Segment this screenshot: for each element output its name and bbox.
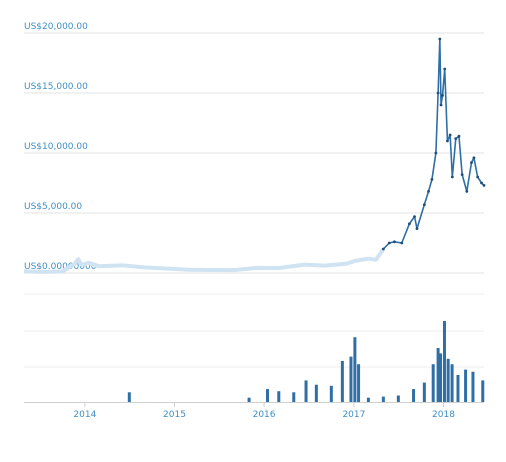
x-tick-label: 2015 — [163, 410, 186, 420]
y-tick-label: US$10,000.00 — [24, 142, 88, 152]
volume-bar — [450, 364, 454, 402]
volume-bar — [446, 358, 450, 402]
volume-bar — [439, 353, 443, 402]
volume-bar — [456, 375, 460, 402]
volume-bar — [314, 384, 318, 402]
volume-bar — [304, 380, 308, 402]
price-point — [422, 203, 426, 207]
volume-bar — [481, 380, 485, 402]
price-line — [382, 38, 485, 250]
volume-bar — [247, 397, 251, 402]
volume-bar — [340, 360, 344, 402]
x-tick-label: 2014 — [73, 410, 96, 420]
volume-bar — [277, 391, 281, 402]
price-point — [438, 37, 442, 41]
price-point — [415, 227, 419, 231]
volume-bar — [127, 392, 131, 402]
volume-series — [127, 321, 485, 402]
price-point — [446, 139, 449, 143]
price-point — [381, 247, 385, 251]
price-point — [465, 190, 469, 193]
price-point — [480, 181, 483, 185]
volume-bar — [381, 396, 385, 402]
y-tick-label: US$20,000.00 — [24, 22, 88, 32]
price-point — [407, 222, 411, 226]
price-point — [400, 241, 404, 245]
price-point — [472, 156, 476, 160]
price-point — [448, 133, 452, 137]
price-point — [439, 103, 443, 107]
volume-bar — [353, 337, 357, 402]
price-point — [387, 241, 391, 245]
price-point — [430, 178, 434, 181]
volume-bar — [431, 364, 435, 402]
price-point — [470, 161, 473, 165]
price-point — [434, 151, 438, 155]
volume-bar — [357, 364, 361, 402]
price-point — [441, 94, 444, 97]
x-tick-label: 2018 — [432, 410, 455, 420]
price-point — [427, 190, 430, 193]
price-point — [454, 137, 458, 141]
volume-bar — [266, 389, 270, 402]
volume-bar — [436, 348, 440, 402]
price-point — [393, 240, 396, 244]
volume-bar — [366, 397, 370, 402]
price-point — [413, 215, 416, 219]
volume-gridlines — [24, 293, 484, 368]
y-tick-label: US$0.00000000 — [24, 262, 97, 272]
x-tick-label: 2017 — [342, 410, 365, 420]
price-series — [23, 37, 486, 274]
price-gridlines — [24, 32, 484, 274]
volume-bar — [471, 371, 475, 402]
price-y-axis-labels: US$0.00000000 US$5,000.00 US$10,000.00 US$1… — [24, 22, 97, 272]
volume-bar — [464, 369, 468, 402]
x-tick-label: 2016 — [253, 410, 276, 420]
price-point — [443, 67, 447, 71]
price-point — [476, 175, 480, 179]
price-point — [457, 134, 461, 138]
y-tick-label: US$15,000.00 — [24, 82, 88, 92]
volume-bar — [422, 382, 426, 402]
price-point — [482, 184, 486, 187]
volume-bar — [349, 356, 353, 402]
volume-bar — [396, 395, 400, 402]
price-point — [450, 175, 454, 179]
volume-bar — [442, 321, 446, 402]
x-axis: 2014 2015 2016 2017 2018 — [24, 402, 484, 420]
y-tick-label: US$5,000.00 — [24, 202, 82, 212]
volume-bar — [412, 389, 416, 402]
price-point — [436, 91, 440, 95]
volume-bar — [329, 385, 333, 402]
price-line-early — [23, 247, 386, 274]
volume-bar — [292, 392, 296, 402]
price-point — [460, 173, 464, 177]
